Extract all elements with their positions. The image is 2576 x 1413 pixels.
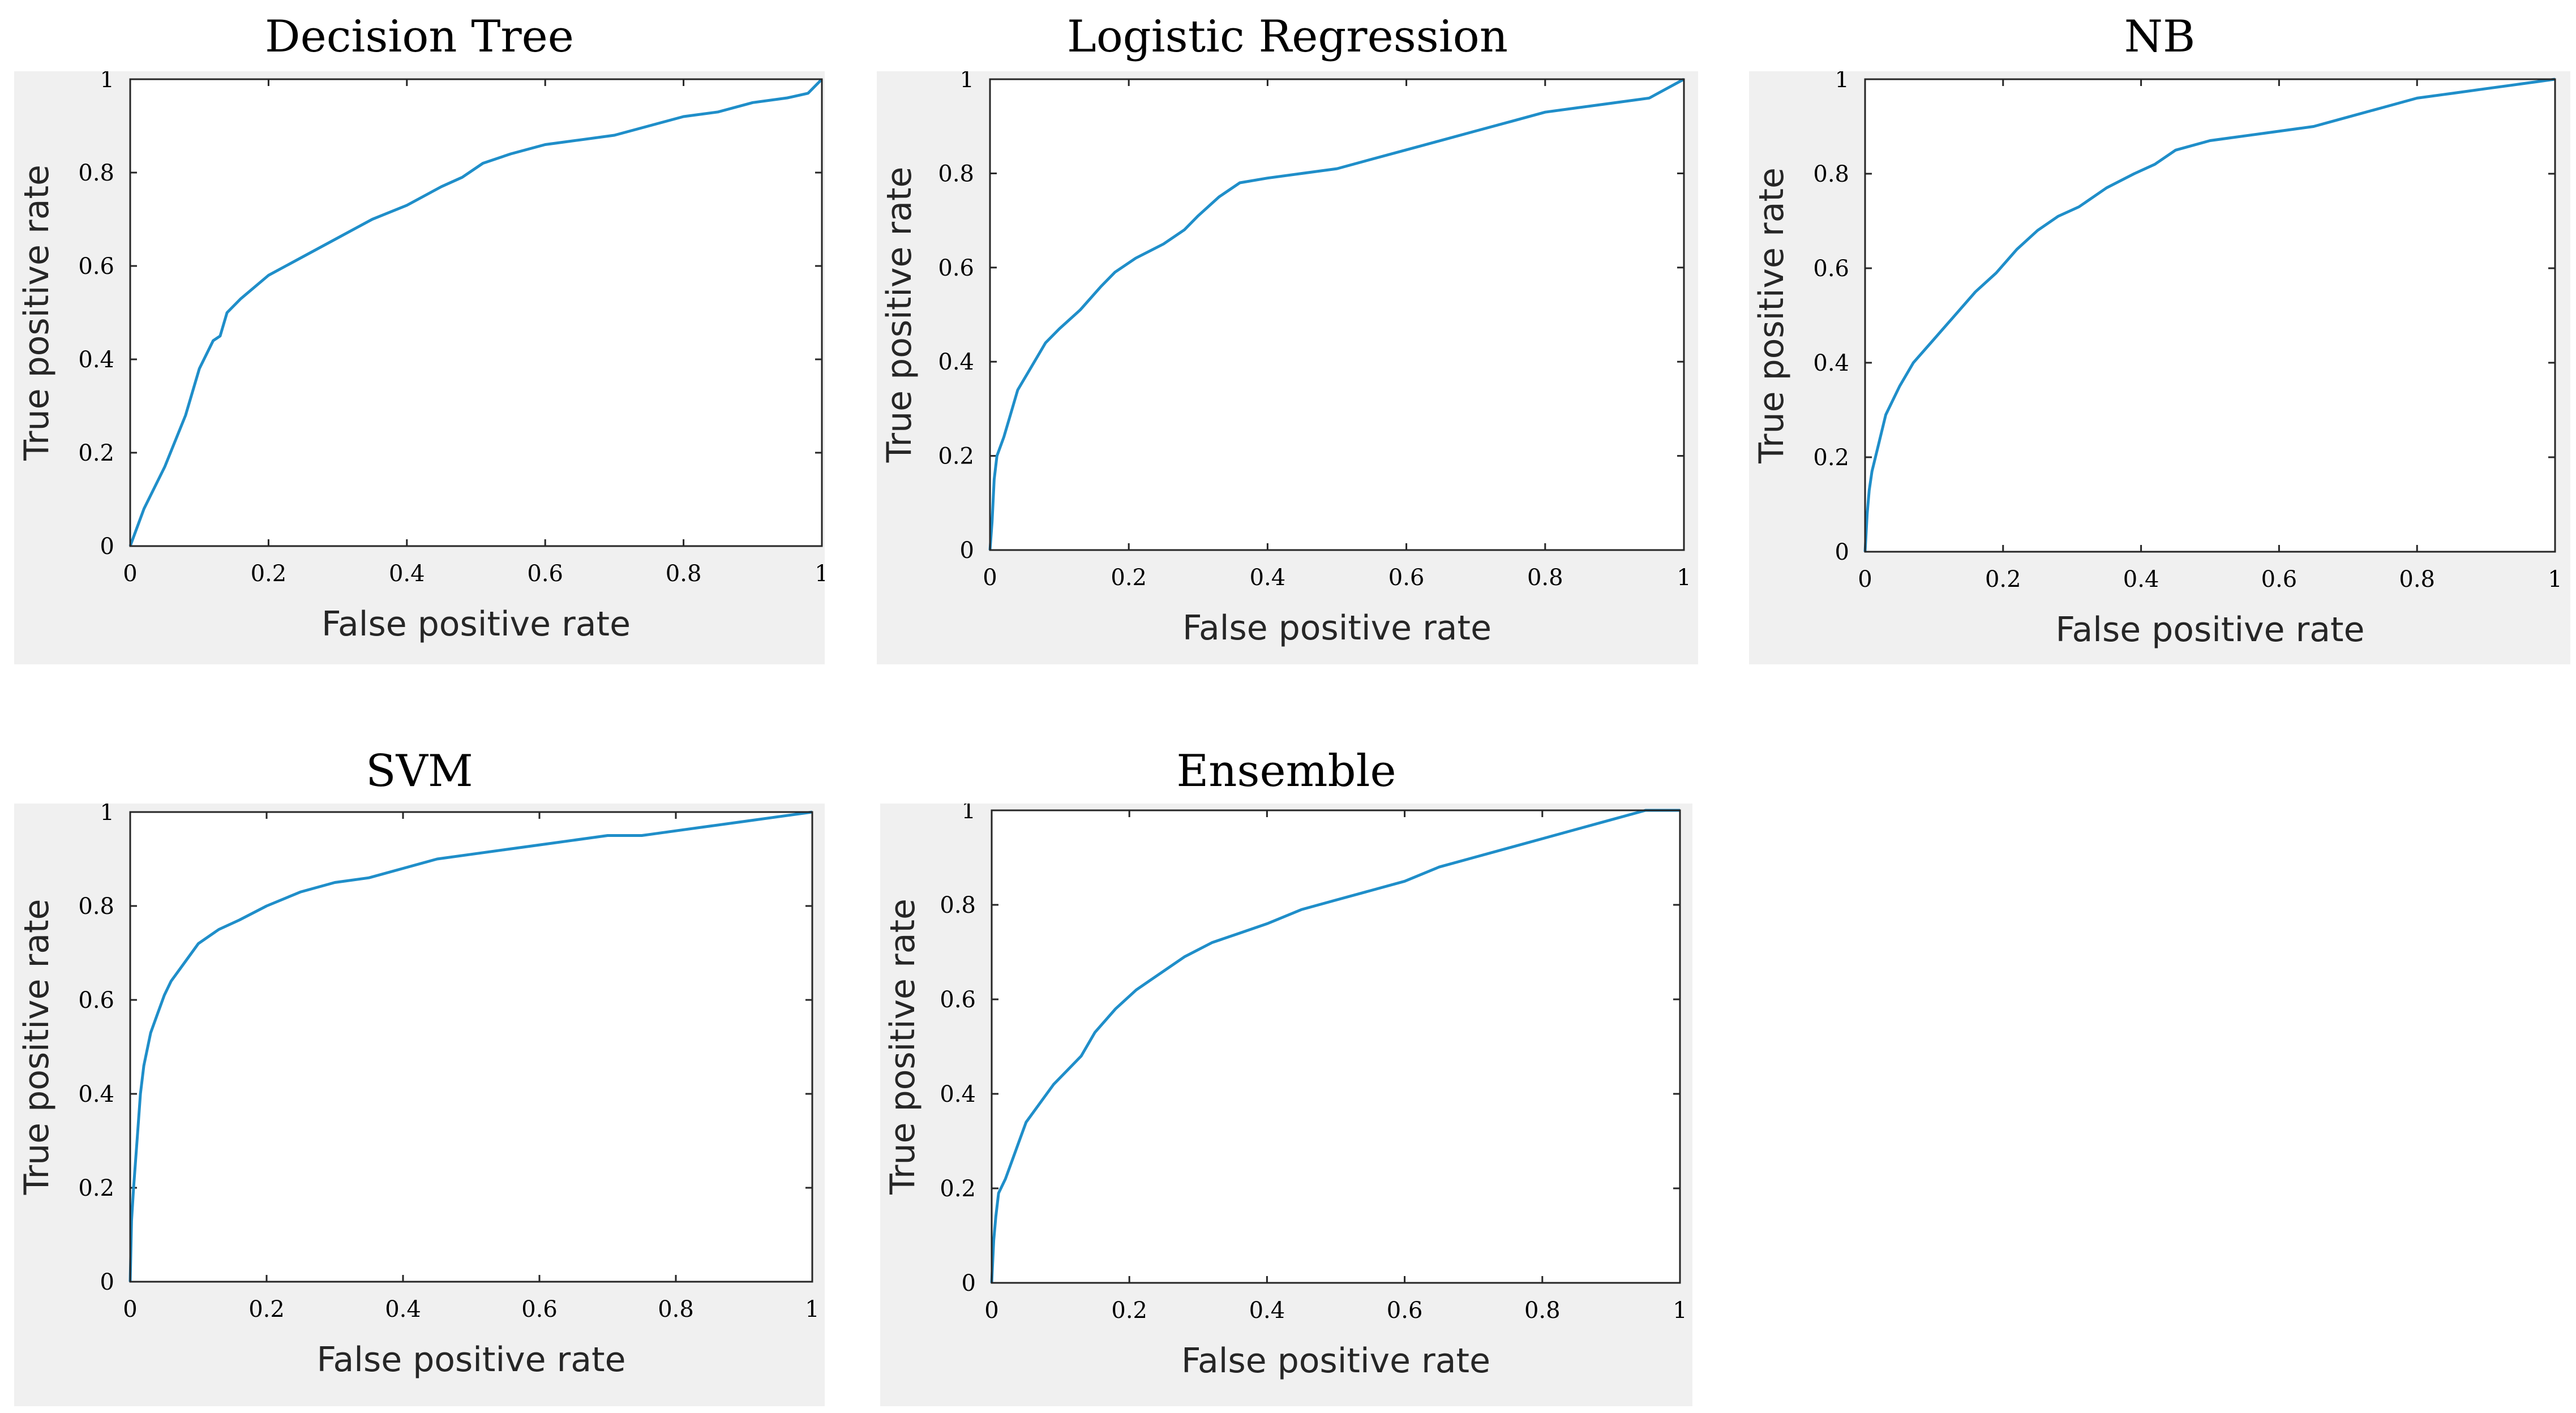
x-tick-label: 0.6 (2261, 566, 2298, 592)
plot-frame (991, 809, 1681, 1284)
x-axis-label: False positive rate (322, 604, 631, 644)
y-tick-label: 0.4 (78, 347, 114, 373)
plot-area (990, 79, 1684, 550)
y-axis-label: True positive rate (1752, 168, 1791, 464)
chart-title-nb: NB (2124, 11, 2196, 62)
y-tick-label: 0 (960, 538, 974, 564)
y-tick-label: 0.4 (1813, 350, 1849, 376)
y-tick-label: 1 (962, 804, 976, 824)
x-tick-label: 0 (123, 561, 137, 587)
y-tick-label: 0.6 (940, 987, 976, 1013)
x-tick-label: 0.8 (658, 1296, 694, 1322)
x-tick-label: 0.6 (521, 1296, 558, 1322)
roc-curve-line (128, 810, 813, 1282)
x-tick-label: 1 (815, 561, 825, 587)
x-tick-label: 0 (983, 565, 997, 591)
x-tick-label: 0 (1858, 566, 1872, 592)
x-tick-label: 1 (2548, 566, 2562, 592)
y-tick-label: 0.2 (1813, 445, 1849, 471)
chart-title-ensemble: Ensemble (1176, 746, 1396, 797)
plot-frame (989, 78, 1685, 551)
roc-chart-ensemble: 0 0.2 0.4 0.6 0.8 1 0 0.2 0.4 0.6 0.8 1 False positi… (883, 804, 1687, 1381)
y-tick-label: 0.4 (938, 349, 974, 375)
x-tick-label: 1 (1677, 565, 1691, 591)
y-tick-label: 0.2 (940, 1176, 976, 1202)
x-tick-label: 0.4 (389, 561, 425, 587)
y-tick-label: 0 (100, 1269, 114, 1295)
y-tick-label: 0.4 (78, 1081, 114, 1107)
x-tick-label: 0.4 (1250, 565, 1286, 591)
x-tick-label: 0.2 (248, 1296, 285, 1322)
x-tick-label: 0.2 (1111, 565, 1147, 591)
y-tick-label: 0.8 (940, 892, 976, 918)
y-axis-label: True positive rate (883, 899, 923, 1195)
plot-frame (129, 78, 823, 547)
y-tick-label: 0.8 (78, 894, 114, 920)
x-tick-label: 0.4 (2123, 566, 2159, 592)
roc-curve-line (128, 78, 823, 547)
y-tick-label: 0.6 (938, 255, 974, 281)
chart-title-logistic-regression: Logistic Regression (1067, 11, 1508, 62)
x-tick-label: 0.4 (385, 1296, 421, 1322)
plot-area (130, 79, 822, 546)
x-axis-label: False positive rate (2056, 610, 2365, 650)
x-axis-label: False positive rate (317, 1340, 626, 1380)
x-tick-label: 0.8 (1527, 565, 1563, 591)
roc-chart-logistic-regression: 0 0.2 0.4 0.6 0.8 1 0 0.2 0.4 0.6 0.8 1 False positi… (880, 71, 1691, 648)
y-tick-label: 0.6 (1813, 256, 1849, 282)
y-tick-label: 1 (960, 71, 974, 93)
y-tick-label: 0.2 (78, 1175, 114, 1201)
plot-frame (129, 811, 813, 1283)
plot-area (130, 812, 812, 1282)
y-tick-label: 1 (100, 71, 114, 93)
x-tick-label: 0.4 (1249, 1298, 1285, 1324)
y-tick-label: 0.4 (940, 1081, 976, 1107)
x-tick-label: 1 (805, 1296, 819, 1322)
x-tick-label: 0.8 (1524, 1298, 1561, 1324)
y-tick-label: 0.6 (78, 987, 114, 1013)
x-axis-label: False positive rate (1181, 1341, 1490, 1381)
roc-curve-line (990, 809, 1680, 1283)
roc-chart-decision-tree: 0 0.2 0.4 0.6 0.8 1 0 0.2 0.4 0.6 0.8 1 False positi… (17, 71, 825, 644)
y-tick-label: 0 (1835, 539, 1849, 565)
x-tick-label: 0 (984, 1298, 998, 1324)
plot-area (1865, 79, 2555, 552)
y-tick-label: 0.6 (78, 254, 114, 280)
y-tick-label: 0.2 (938, 444, 974, 470)
x-tick-label: 0 (123, 1296, 137, 1322)
y-axis-label: True positive rate (880, 167, 919, 463)
y-tick-label: 0.8 (938, 161, 974, 187)
y-tick-label: 1 (100, 804, 114, 826)
y-tick-label: 1 (1835, 71, 1849, 93)
y-tick-label: 0.8 (78, 160, 114, 186)
x-tick-label: 0.8 (666, 561, 702, 587)
chart-title-svm: SVM (366, 746, 473, 797)
roc-chart-svm: 0 0.2 0.4 0.6 0.8 1 0 0.2 0.4 0.6 0.8 1 False positi… (17, 804, 820, 1380)
x-tick-label: 0.2 (1985, 566, 2021, 592)
x-tick-label: 0.6 (1388, 565, 1425, 591)
roc-curve-line (1863, 78, 2556, 552)
y-tick-label: 0 (962, 1270, 976, 1296)
y-tick-label: 0.8 (1813, 161, 1849, 187)
chart-title-decision-tree: Decision Tree (265, 11, 574, 62)
x-tick-label: 0.6 (527, 561, 563, 587)
x-tick-label: 1 (1673, 1298, 1687, 1324)
roc-curve-line (988, 78, 1685, 551)
plot-area (992, 810, 1680, 1283)
x-axis-label: False positive rate (1182, 608, 1491, 648)
plot-frame (1864, 78, 2556, 553)
roc-chart-nb: 0 0.2 0.4 0.6 0.8 1 0 0.2 0.4 0.6 0.8 1 False positi… (1752, 71, 2562, 650)
x-tick-label: 0.2 (251, 561, 287, 587)
x-tick-label: 0.6 (1387, 1298, 1423, 1324)
y-tick-label: 0.2 (78, 440, 114, 466)
y-axis-label: True positive rate (17, 899, 57, 1196)
x-tick-label: 0.8 (2399, 566, 2435, 592)
x-tick-label: 0.2 (1111, 1298, 1147, 1324)
y-tick-label: 0 (100, 534, 114, 560)
y-axis-label: True positive rate (17, 165, 57, 461)
